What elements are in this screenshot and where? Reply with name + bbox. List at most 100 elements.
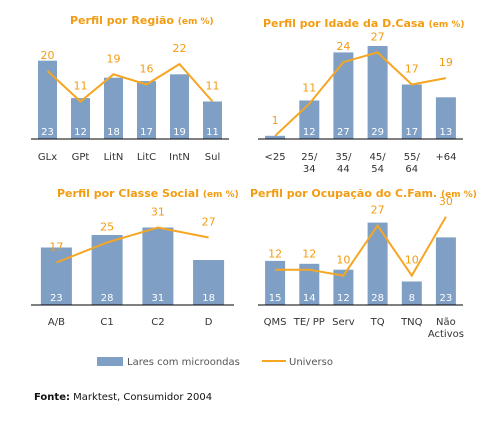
bar-value-label: 17 [405, 127, 418, 138]
bar-value-label: 12 [337, 293, 350, 304]
category-label: LitC [137, 152, 156, 163]
category-label-line: IntN [169, 152, 190, 163]
universe-line [46, 62, 214, 103]
bar-value-label: 23 [50, 293, 63, 304]
line-value-label: 17 [49, 241, 63, 254]
legend-bar-label: Lares com microondas [127, 357, 240, 368]
line-value-label: 19 [439, 56, 453, 69]
line-value-label: 1 [272, 114, 279, 127]
bar [265, 135, 286, 139]
line-value-label: 20 [41, 49, 55, 62]
category-label-line: GPt [72, 152, 90, 163]
bar [170, 74, 189, 139]
category-label-line: C2 [151, 317, 164, 328]
line-value-label: 25 [100, 221, 114, 234]
line-value-label: 10 [405, 254, 419, 267]
bar-value-label: 13 [440, 127, 453, 138]
universe-line [275, 216, 447, 278]
category-label-line: A/B [48, 317, 65, 328]
category-label: Sul [205, 152, 220, 163]
category-label: IntN [169, 152, 190, 163]
category-label-line: QMS [264, 317, 287, 328]
category-label: 35/44 [335, 152, 352, 175]
category-label-line: <25 [265, 152, 286, 163]
bar-value-label: 15 [269, 293, 282, 304]
category-label-line: TNQ [400, 317, 423, 328]
bar-value-label: 17 [140, 127, 153, 138]
chart-title-unit: (em %) [203, 190, 239, 200]
bar [142, 227, 174, 305]
bar-value-label: 12 [303, 127, 316, 138]
category-label-line: LitN [104, 152, 124, 163]
source-text: Marktest, Consumidor 2004 [70, 392, 212, 403]
category-label-line: Serv [332, 317, 355, 328]
universe-line [274, 51, 447, 137]
bar-value-label: 14 [303, 293, 316, 304]
bar [71, 98, 90, 139]
bar-value-label: 23 [440, 293, 453, 304]
category-label: 55/64 [404, 152, 421, 175]
line-value-label: 17 [405, 63, 419, 76]
category-label-line: 35/ [335, 152, 352, 163]
category-label-line: Sul [205, 152, 220, 163]
category-label-line: +64 [435, 152, 456, 163]
line-value-label: 11 [74, 80, 88, 93]
category-label-line: 54 [371, 164, 384, 175]
category-label-line: D [205, 317, 213, 328]
chart-title: Perfil por Ocupação do C.Fam. (em %) [250, 187, 477, 200]
line-value-label: 12 [302, 248, 316, 261]
line-value-label: 11 [206, 80, 220, 93]
bar [333, 269, 354, 305]
category-label: C1 [100, 317, 113, 328]
source-label: Fonte: [34, 392, 70, 403]
panel-region: Perfil por Região (em %) 23 12 18 17 19 11 20 11… [31, 14, 229, 163]
legend: Lares com microondas Universo [97, 357, 333, 368]
category-label-line: Não [436, 317, 456, 328]
bar-value-label: 28 [101, 293, 114, 304]
category-label: <25 [265, 152, 286, 163]
bar [435, 237, 456, 305]
category-label: Não Activos [428, 317, 464, 340]
chart-title-unit: (em %) [429, 20, 465, 30]
chart-title: Perfil por Classe Social (em %) [57, 187, 239, 200]
category-label-line: C1 [100, 317, 113, 328]
category-label: TE/ PP [293, 317, 325, 328]
chart-title-text: Perfil por Ocupação do C.Fam. [250, 187, 441, 200]
line-value-label: 22 [173, 42, 187, 55]
category-label: Serv [332, 317, 355, 328]
category-label: GPt [72, 152, 90, 163]
panel-age: Perfil por Idade da D.Casa (em %) 1 12 27 29… [258, 17, 465, 175]
bar [401, 84, 422, 139]
line-value-label: 30 [439, 195, 453, 208]
category-label: LitN [104, 152, 124, 163]
bar [38, 60, 57, 140]
bar-value-label: 29 [371, 127, 384, 138]
line-value-label: 19 [107, 52, 121, 65]
category-label-line: 44 [337, 164, 350, 175]
chart-title-unit: (em %) [178, 17, 214, 27]
category-label: 25/34 [301, 152, 318, 175]
category-label: D [205, 317, 213, 328]
bar [401, 281, 422, 305]
category-label: +64 [435, 152, 456, 163]
category-label-line: LitC [137, 152, 156, 163]
source-note: Fonte: Marktest, Consumidor 2004 [34, 392, 212, 403]
chart-title: Perfil por Idade da D.Casa (em %) [263, 17, 465, 30]
panel-occupation: Perfil por Ocupação do C.Fam. (em %) 15 14… [250, 187, 477, 340]
line-value-label: 12 [268, 248, 282, 261]
bar [333, 52, 354, 139]
chart-title: Perfil por Região (em %) [70, 14, 214, 27]
line-value-label: 16 [140, 63, 154, 76]
bar-value-label: 31 [152, 293, 165, 304]
category-label-line: TQ [370, 317, 385, 328]
panel-social-class: Perfil por Classe Social (em %) 23 28 31 18 1… [31, 187, 239, 328]
category-label: TNQ [400, 317, 423, 328]
category-label-line: 25/ [301, 152, 318, 163]
category-label-line: 55/ [404, 152, 421, 163]
category-label-line: TE/ PP [293, 317, 325, 328]
chart-title-text: Perfil por Classe Social [57, 187, 203, 200]
line-value-label: 27 [371, 30, 385, 43]
bar-value-label: 18 [107, 127, 120, 138]
